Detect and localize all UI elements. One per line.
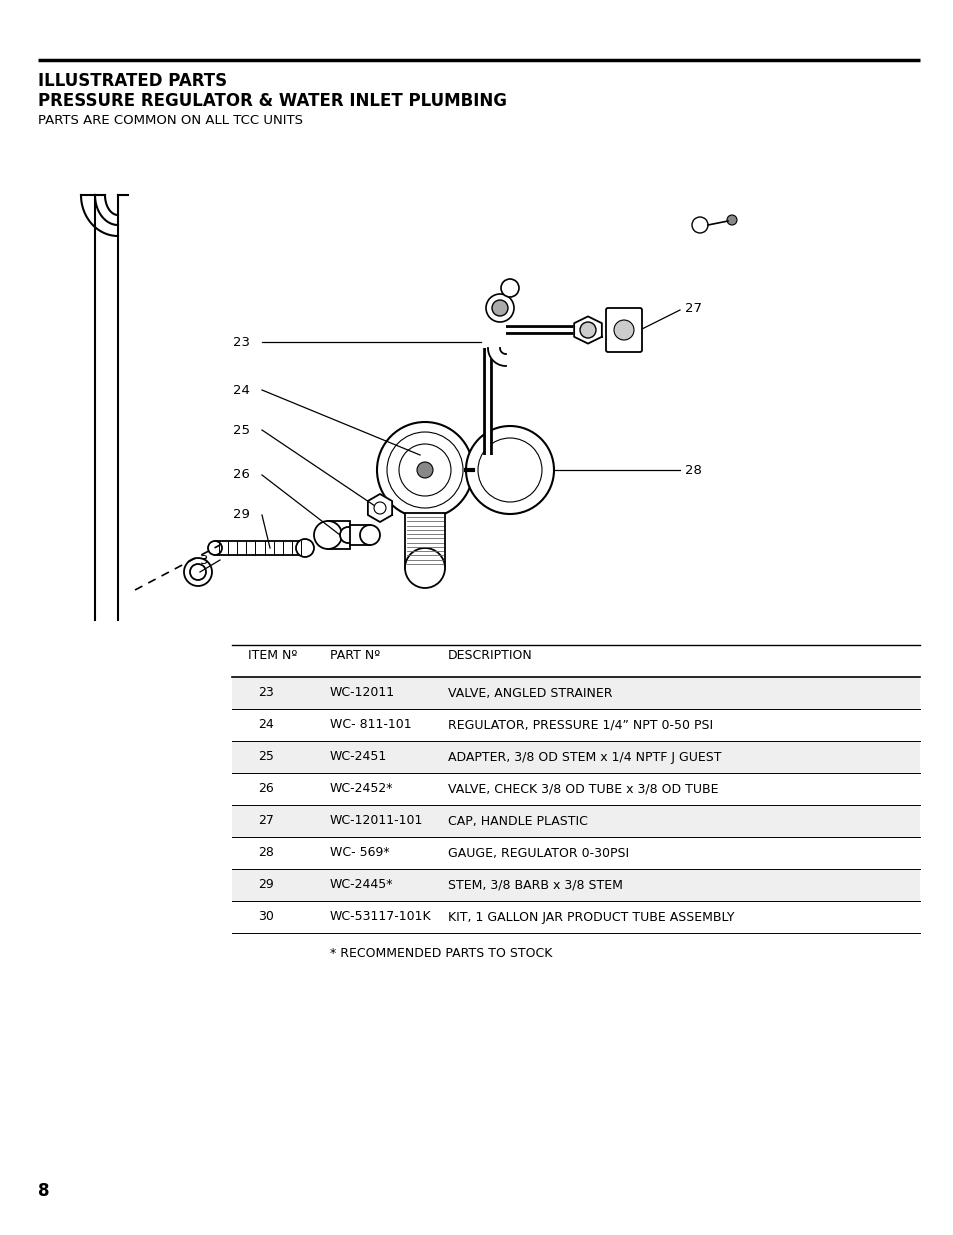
Text: 28: 28 [684,463,701,477]
Text: * RECOMMENDED PARTS TO STOCK: * RECOMMENDED PARTS TO STOCK [330,947,552,960]
Bar [405,513,444,568]
Text: 27: 27 [684,301,701,315]
Text: 28: 28 [258,846,274,860]
FancyBboxPatch shape [605,308,641,352]
Circle shape [500,279,518,296]
Circle shape [376,422,473,517]
Text: PART Nº: PART Nº [330,650,380,662]
Text: 3: 3 [199,553,208,567]
Circle shape [465,426,554,514]
Text: 24: 24 [233,384,250,396]
Text: CAP, HANDLE PLASTIC: CAP, HANDLE PLASTIC [448,815,587,827]
Text: ADAPTER, 3/8 OD STEM x 1/4 NPTF J GUEST: ADAPTER, 3/8 OD STEM x 1/4 NPTF J GUEST [448,751,720,763]
Circle shape [405,548,444,588]
Bar [232,869,919,902]
Bar [328,521,350,550]
Text: 23: 23 [258,687,274,699]
Text: WC-2445*: WC-2445* [330,878,393,892]
Polygon shape [368,494,392,522]
Text: KIT, 1 GALLON JAR PRODUCT TUBE ASSEMBLY: KIT, 1 GALLON JAR PRODUCT TUBE ASSEMBLY [448,910,734,924]
Text: WC-2451: WC-2451 [330,751,387,763]
Text: WC-53117-101K: WC-53117-101K [330,910,431,924]
Circle shape [579,322,596,338]
Text: 24: 24 [258,719,274,731]
Text: ITEM Nº: ITEM Nº [248,650,297,662]
Polygon shape [574,316,601,343]
Circle shape [614,320,634,340]
Text: DESCRIPTION: DESCRIPTION [448,650,532,662]
Text: 23: 23 [233,336,250,348]
Circle shape [691,217,707,233]
Text: VALVE, ANGLED STRAINER: VALVE, ANGLED STRAINER [448,687,612,699]
Bar [350,525,370,545]
Text: VALVE, CHECK 3/8 OD TUBE x 3/8 OD TUBE: VALVE, CHECK 3/8 OD TUBE x 3/8 OD TUBE [448,783,718,795]
Text: 25: 25 [233,424,250,436]
Circle shape [339,527,355,543]
Text: REGULATOR, PRESSURE 1/4” NPT 0-50 PSI: REGULATOR, PRESSURE 1/4” NPT 0-50 PSI [448,719,713,731]
Text: WC-12011: WC-12011 [330,687,395,699]
Text: WC- 811-101: WC- 811-101 [330,719,411,731]
Circle shape [295,538,314,557]
Bar [232,741,919,773]
Text: ILLUSTRATED PARTS: ILLUSTRATED PARTS [38,72,227,90]
Text: 29: 29 [258,878,274,892]
Bar [232,805,919,837]
Text: PRESSURE REGULATOR & WATER INLET PLUMBING: PRESSURE REGULATOR & WATER INLET PLUMBIN… [38,91,506,110]
Text: 30: 30 [258,910,274,924]
Text: 29: 29 [233,509,250,521]
Text: 27: 27 [258,815,274,827]
Circle shape [208,541,222,555]
Circle shape [314,521,341,550]
Circle shape [374,501,386,514]
Text: 26: 26 [258,783,274,795]
Text: WC- 569*: WC- 569* [330,846,389,860]
Text: 25: 25 [258,751,274,763]
Text: STEM, 3/8 BARB x 3/8 STEM: STEM, 3/8 BARB x 3/8 STEM [448,878,622,892]
Text: 26: 26 [233,468,250,482]
Text: PARTS ARE COMMON ON ALL TCC UNITS: PARTS ARE COMMON ON ALL TCC UNITS [38,114,303,127]
Text: 8: 8 [38,1182,50,1200]
Circle shape [726,215,737,225]
Text: WC-12011-101: WC-12011-101 [330,815,423,827]
Circle shape [359,525,379,545]
Circle shape [485,294,514,322]
Bar [214,541,305,555]
Text: WC-2452*: WC-2452* [330,783,393,795]
Circle shape [416,462,433,478]
Circle shape [492,300,507,316]
Text: GAUGE, REGULATOR 0-30PSI: GAUGE, REGULATOR 0-30PSI [448,846,628,860]
Bar [232,677,919,709]
